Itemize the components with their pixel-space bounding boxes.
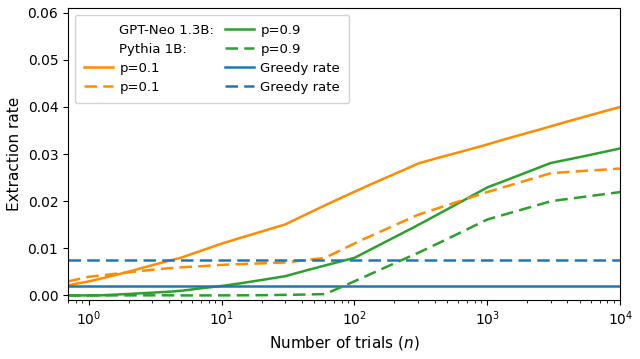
Y-axis label: Extraction rate: Extraction rate — [7, 97, 22, 211]
Legend: GPT-Neo 1.3B:, Pythia 1B:, p=0.1, p=0.1, p=0.9, p=0.9, Greedy rate, Greedy rate: GPT-Neo 1.3B:, Pythia 1B:, p=0.1, p=0.1,… — [75, 15, 349, 103]
X-axis label: Number of trials $(n)$: Number of trials $(n)$ — [269, 334, 420, 352]
